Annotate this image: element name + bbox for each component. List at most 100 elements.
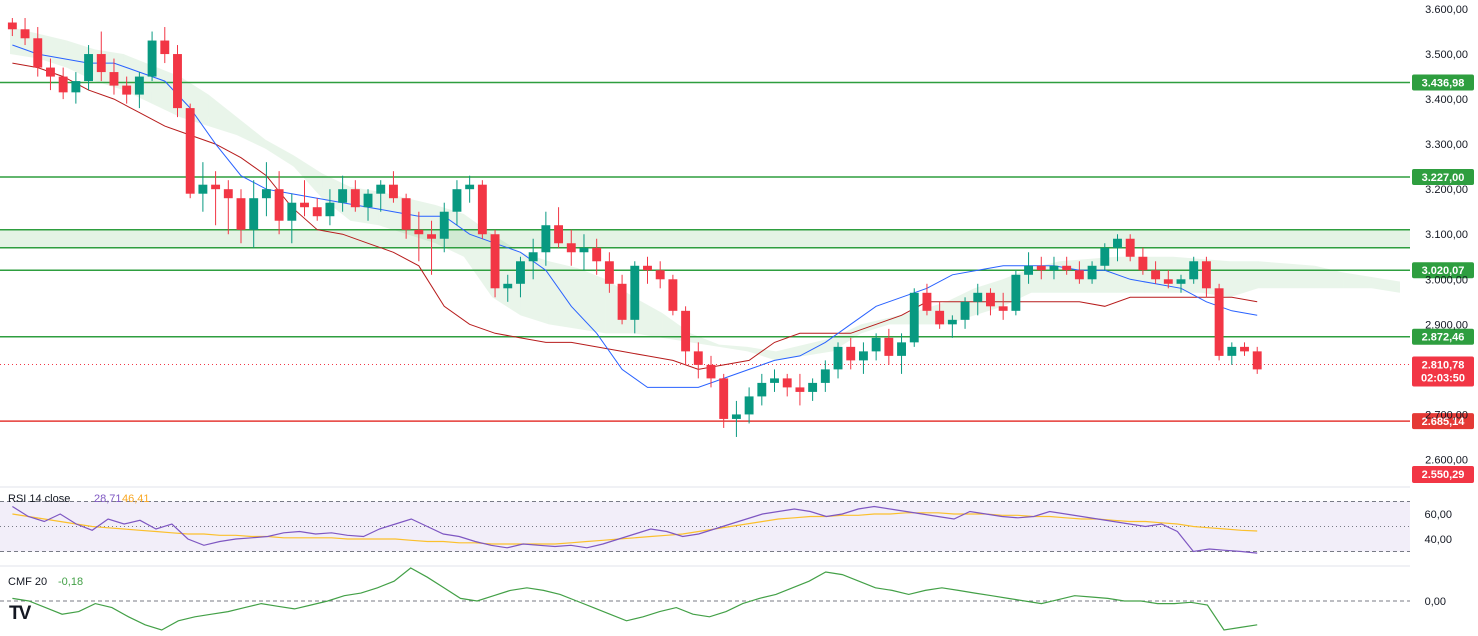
price-tick-label: 3.400,00 [1425,94,1468,106]
rsi-band [0,501,1410,552]
candle-body [1113,238,1122,248]
candle-body [655,270,665,280]
candle-body [1036,265,1046,271]
cloud-segment [407,198,436,244]
candle-body [719,378,729,419]
cmf-pane[interactable]: 0,00 CMF 20 -0,18 [0,567,1446,631]
price-tick-label: 2.900,00 [1425,319,1468,331]
price-tick-label: 3.100,00 [1425,229,1468,241]
candle-body [541,225,551,253]
candle-body [1062,265,1072,271]
candle-body [122,85,132,95]
rsi-pane[interactable]: 60,00 40,00 RSI 14 close 28,71 46,41 [0,493,1452,554]
price-tick-label: 2.700,00 [1425,409,1468,421]
candle-body [274,189,284,221]
level-tag [1412,328,1474,345]
candle-body [1011,274,1021,311]
candle-body [1176,279,1186,284]
cloud-segment [236,117,266,149]
candle-body [20,29,30,39]
level-tag-label: 2.872,46 [1422,332,1465,344]
price-tick-label: 3.200,00 [1425,184,1468,196]
candle-body [147,40,157,77]
support-zone [0,229,1410,248]
candle-body [604,261,614,284]
candle-body [833,346,843,370]
current-price-label: 2.810,78 [1422,360,1465,372]
candle-body [1189,261,1199,280]
candle-body [884,337,894,356]
candle-body [973,292,983,302]
candle-body [770,378,779,383]
cmf-tick-label: 0,00 [1425,596,1446,608]
rsi-title[interactable]: RSI 14 close [8,493,70,505]
candle-body [388,184,398,199]
level-tag-label: 2.685,14 [1422,416,1466,428]
candle-body [452,189,462,212]
candle-body [643,265,652,271]
candle-body [1024,265,1034,275]
cloud-segment [10,27,39,59]
candle-body [1125,238,1135,257]
candle-body [986,292,995,307]
candle-body [1151,270,1161,280]
candle-body [249,198,259,230]
cloud-segment [690,333,720,347]
candle-body [1049,265,1059,271]
bottom-price-tag: 2.550,29 [1412,466,1474,483]
candle-body [998,306,1008,311]
bottom-price-label: 2.550,29 [1422,469,1465,481]
candle-body [706,364,716,379]
cloud-segment [208,94,237,136]
candle-body [1252,351,1262,370]
level-tag [1412,74,1474,91]
candle-body [338,189,348,203]
tradingview-logo-icon[interactable]: TV [9,603,31,624]
price-pane[interactable] [0,18,1410,437]
candle-body [58,76,68,93]
candle-body [897,342,906,356]
candle-body [808,382,818,392]
candle-body [71,81,81,93]
candle-body [477,184,487,235]
cmf-axis: 0,00 [1425,596,1446,608]
candle-body [1087,265,1097,280]
cmf-line [12,567,1258,631]
rsi-ma-value: 46,41 [122,493,150,505]
price-axis[interactable]: 3.436,98 3.227,00 3.020,07 2.872,46 2.685,14… [1412,4,1474,466]
candle-body [846,346,856,361]
candle-body [185,108,195,194]
bar-countdown-label: 02:03:50 [1421,373,1465,385]
level-tag-label: 3.436,98 [1422,77,1465,89]
candle-body [579,247,589,253]
candle-body [401,198,411,230]
rsi-tick-label: 60,00 [1424,509,1452,521]
rsi-line [12,505,1258,554]
candle-body [528,252,538,262]
candle-body [376,184,386,194]
current-price-tag: 2.810,78 02:03:50 [1412,356,1474,387]
rsi-ma-line [12,512,1258,545]
cloud-segment [747,346,776,361]
candle-body [287,202,297,221]
cloud-segment [1371,277,1400,293]
candle-body [465,184,475,190]
cmf-title[interactable]: CMF 20 [8,576,47,588]
candle-body [782,378,792,388]
candle-body [134,76,144,95]
candle-body [427,234,436,239]
candle-body [630,265,640,320]
candle-body [693,351,703,365]
candle-body [1163,279,1173,284]
cloud-segment [435,204,464,257]
cloud-segment [1258,261,1287,289]
rsi-tick-label: 40,00 [1424,534,1452,546]
candle-body [795,387,805,392]
horizontal-levels [0,81,1410,422]
candle-body [1201,261,1211,289]
cloud-segment [719,344,748,352]
candle-body [681,310,691,352]
candle-body [757,382,767,397]
cloud-segment [38,33,67,68]
